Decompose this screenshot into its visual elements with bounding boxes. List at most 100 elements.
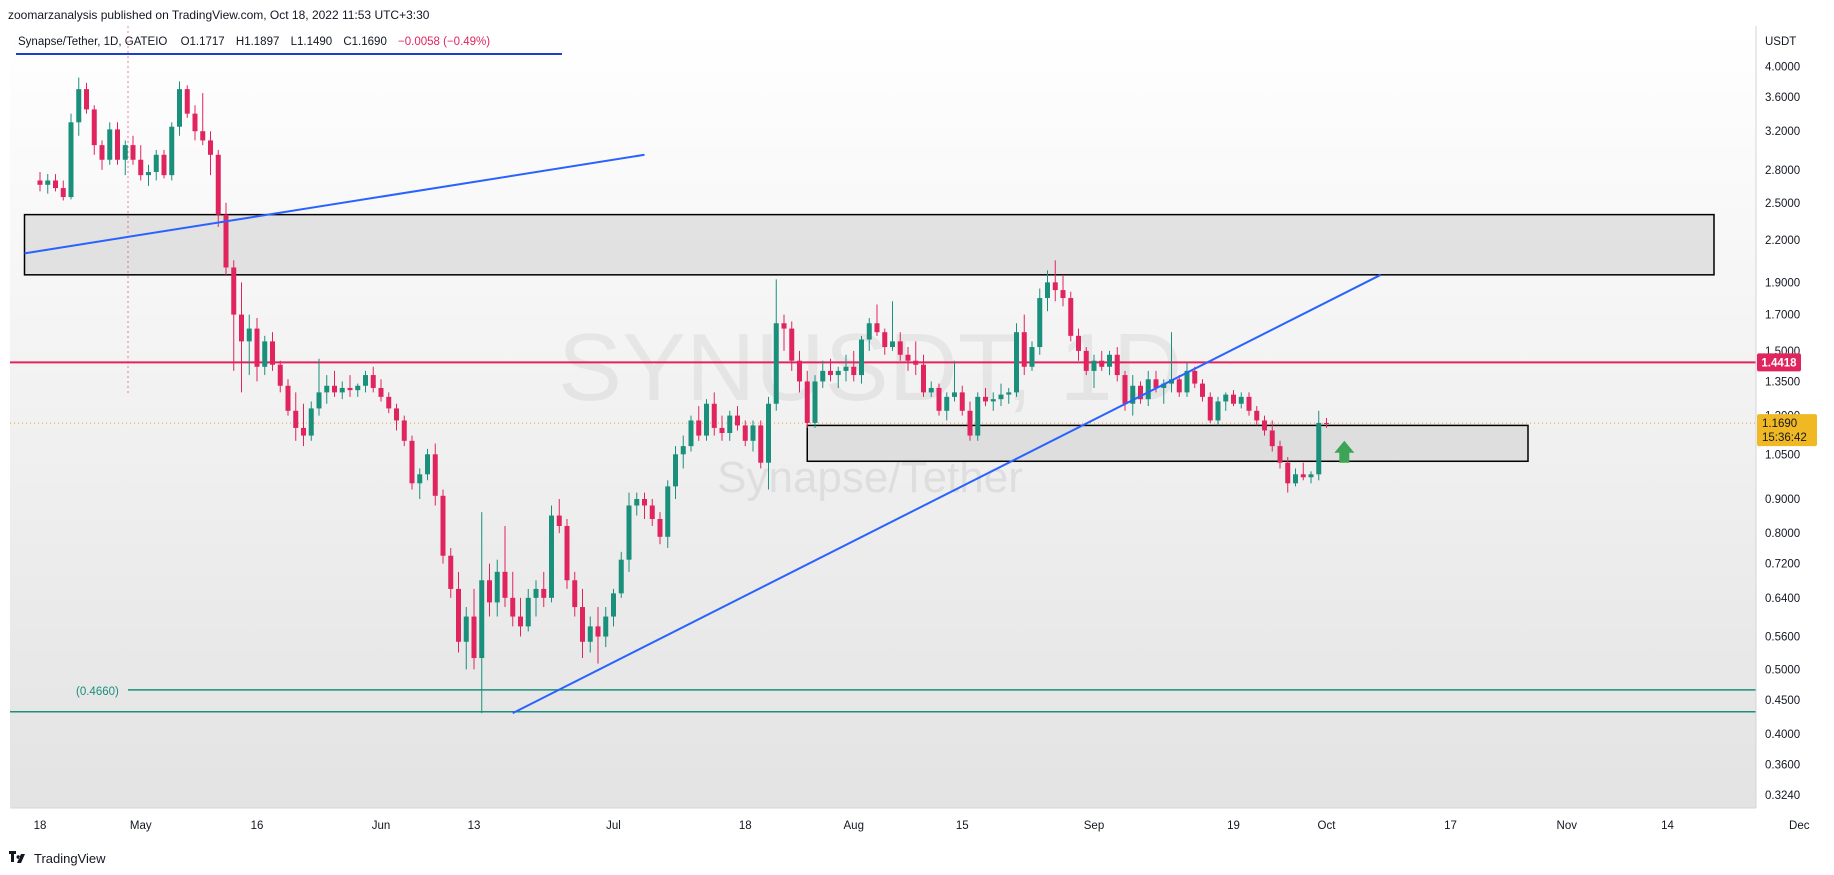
candle-body bbox=[456, 588, 461, 642]
svg-text:Synapse/Tether, 1D, GATEIO: Synapse/Tether, 1D, GATEIO O1.1717 H1.18… bbox=[18, 36, 490, 48]
candle-body bbox=[541, 588, 547, 598]
legend-open: O1.1717 bbox=[181, 36, 225, 48]
candle bbox=[208, 131, 213, 176]
candle-body bbox=[711, 403, 717, 428]
candle-body bbox=[386, 396, 392, 409]
time-tick-label: 18 bbox=[739, 820, 752, 832]
candle bbox=[766, 396, 771, 490]
candle-body bbox=[921, 364, 926, 393]
price-axis[interactable]: 4.0000 3.6000 3.2000 2.8000 2.5000 2.2000 1.90… bbox=[1765, 62, 1800, 803]
candle bbox=[820, 360, 826, 388]
candle-body bbox=[859, 339, 864, 376]
candle bbox=[432, 443, 438, 506]
time-tick-label: 13 bbox=[468, 820, 481, 832]
time-tick-label: 16 bbox=[251, 820, 264, 832]
candle-body bbox=[1006, 392, 1012, 395]
legend-high: H1.1897 bbox=[236, 36, 279, 48]
candle bbox=[301, 403, 306, 447]
candle-body bbox=[115, 129, 120, 160]
candle-body bbox=[696, 420, 702, 436]
candle bbox=[890, 301, 895, 351]
time-axis[interactable]: 18 May 16 Jun 13 Jul 18 Aug 15 Sep 19 Oct 17 Nov 14 Dec… bbox=[34, 820, 1834, 832]
candle-body bbox=[1114, 354, 1120, 376]
candle-body bbox=[758, 425, 764, 463]
price-tick-label: 4.0000 bbox=[1765, 62, 1800, 74]
candle-body bbox=[1021, 332, 1027, 367]
candle-body bbox=[735, 415, 740, 426]
candle-body bbox=[494, 571, 500, 603]
candle-body bbox=[572, 580, 578, 608]
candle-body bbox=[773, 323, 779, 404]
candle-body bbox=[316, 392, 322, 409]
price-tick-label: 0.6400 bbox=[1765, 593, 1800, 605]
candle-body bbox=[53, 180, 58, 189]
candle bbox=[649, 498, 655, 526]
fib-label: (0.4660) bbox=[76, 686, 119, 698]
candle-body bbox=[797, 360, 802, 382]
candle-body bbox=[223, 214, 229, 268]
candle bbox=[1200, 379, 1205, 402]
candle bbox=[1215, 396, 1221, 426]
last-price-label: 1.1690 bbox=[1762, 418, 1797, 430]
candle bbox=[1114, 347, 1120, 382]
candle bbox=[797, 350, 802, 393]
candle-body bbox=[905, 354, 911, 361]
candle bbox=[518, 597, 523, 637]
candle-body bbox=[1262, 420, 1267, 431]
candle-body bbox=[184, 89, 190, 114]
candle bbox=[711, 392, 717, 436]
candle bbox=[967, 401, 973, 441]
candle-body bbox=[1176, 379, 1182, 393]
candle bbox=[1300, 462, 1306, 481]
candle bbox=[1014, 323, 1019, 397]
candle bbox=[804, 370, 810, 428]
candle bbox=[215, 149, 221, 227]
candle-body bbox=[1045, 282, 1050, 299]
candle bbox=[1060, 274, 1066, 307]
candle bbox=[386, 392, 392, 414]
candle bbox=[549, 505, 554, 603]
time-tick-label: Dec bbox=[1789, 820, 1810, 832]
candle-body bbox=[1083, 350, 1089, 371]
candle bbox=[293, 392, 299, 441]
candle bbox=[572, 571, 578, 617]
footer-brand: TradingView bbox=[34, 850, 106, 866]
candle bbox=[231, 260, 237, 371]
candle-body bbox=[719, 427, 725, 434]
candle bbox=[580, 588, 585, 659]
candle bbox=[828, 358, 833, 382]
candle bbox=[696, 406, 702, 441]
candle-body bbox=[890, 341, 895, 348]
candle bbox=[1138, 381, 1143, 404]
legend-symbol: Synapse/Tether, 1D, GATEIO bbox=[18, 36, 167, 48]
trendline-early bbox=[24, 153, 645, 255]
candle-body bbox=[370, 375, 376, 388]
candle bbox=[998, 383, 1004, 407]
candle-body bbox=[882, 332, 888, 348]
candle bbox=[626, 492, 632, 572]
currency-label: USDT bbox=[1765, 36, 1796, 48]
candle bbox=[595, 607, 601, 664]
candle bbox=[952, 360, 957, 402]
plot-background bbox=[10, 26, 1756, 808]
candle bbox=[936, 383, 942, 416]
candle-body bbox=[270, 341, 275, 365]
candle bbox=[905, 347, 911, 371]
candle bbox=[122, 140, 128, 176]
candle-body bbox=[1285, 462, 1291, 484]
candle bbox=[130, 135, 136, 165]
price-tick-label: 0.7200 bbox=[1765, 559, 1800, 571]
candle-body bbox=[153, 154, 159, 173]
countdown-label: 15:36:42 bbox=[1762, 432, 1807, 444]
candle bbox=[1269, 420, 1275, 452]
candle-body bbox=[471, 616, 477, 659]
candle-body bbox=[301, 427, 306, 436]
time-tick-label: 15 bbox=[956, 820, 969, 832]
time-tick-label: Oct bbox=[1318, 820, 1337, 832]
candle-body bbox=[60, 188, 66, 198]
candle bbox=[146, 164, 151, 186]
candle bbox=[347, 375, 353, 397]
candle-body bbox=[742, 425, 748, 441]
candle-body bbox=[91, 109, 97, 146]
